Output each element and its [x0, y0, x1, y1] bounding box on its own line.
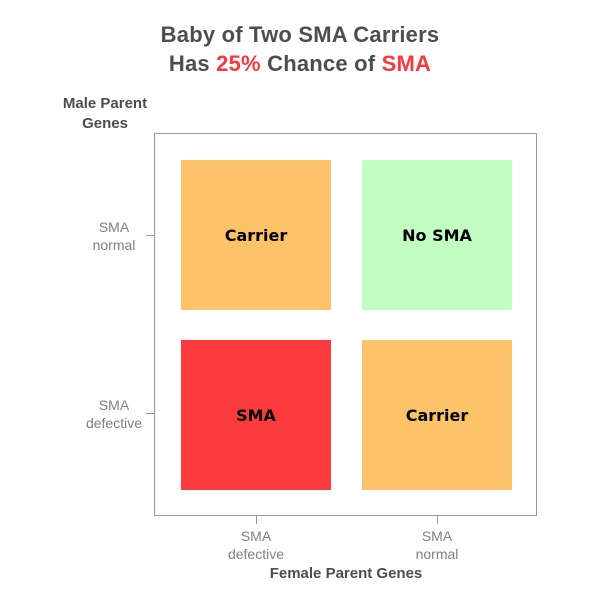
- cell-label: No SMA: [402, 225, 472, 245]
- cell-carrier-top-left: Carrier: [181, 160, 331, 310]
- y-tick-mark-defective: [146, 413, 154, 414]
- x-tick-label-sma-normal: SMA normal: [415, 528, 459, 562]
- cell-no-sma-top-right: No SMA: [362, 160, 512, 310]
- y-axis-title: Male Parent Genes: [40, 94, 170, 134]
- y-tick-label-sma-normal: SMA normal: [92, 219, 136, 253]
- chart-title-line1: Baby of Two SMA Carriers: [160, 22, 440, 47]
- cell-label: SMA: [236, 405, 276, 425]
- y-tick-label-sma-defective: SMA defective: [85, 397, 143, 431]
- title-highlight-25pct: 25%: [216, 51, 261, 76]
- x-axis-title: Female Parent Genes: [269, 565, 423, 582]
- cell-label: Carrier: [405, 405, 469, 425]
- plot-area: Carrier No SMA SMA Carrier: [154, 133, 537, 516]
- cell-label: Carrier: [224, 225, 288, 245]
- title-text-chance-of: Chance of: [260, 51, 382, 76]
- cell-sma-bottom-left: SMA: [181, 340, 331, 490]
- title-text-has: Has: [168, 51, 217, 76]
- x-tick-mark-defective: [256, 516, 257, 524]
- x-tick-mark-normal: [437, 516, 438, 524]
- chart-title: Baby of Two SMA Carriers Has 25% Chance …: [0, 20, 600, 78]
- cell-carrier-bottom-right: Carrier: [362, 340, 512, 490]
- y-tick-mark-normal: [146, 235, 154, 236]
- x-tick-label-sma-defective: SMA defective: [227, 528, 285, 562]
- chart-title-line2: Has 25% Chance of SMA: [0, 49, 600, 78]
- y-axis-title-line2: Genes: [82, 115, 128, 132]
- title-highlight-sma: SMA: [381, 51, 432, 76]
- y-axis-title-line1: Male Parent: [62, 95, 148, 112]
